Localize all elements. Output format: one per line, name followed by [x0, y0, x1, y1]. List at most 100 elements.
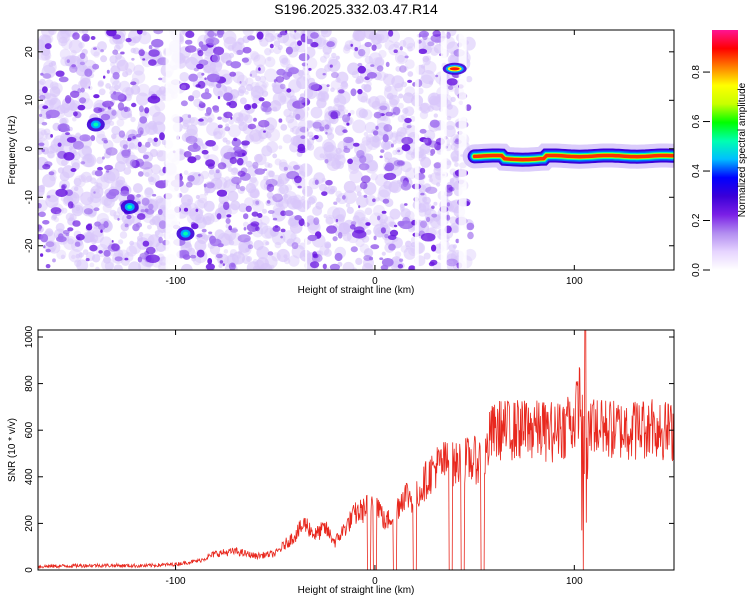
noise-speckle [148, 59, 157, 66]
noise-speckle [119, 30, 127, 38]
noise-speckle [342, 261, 355, 270]
noise-speckle [101, 137, 108, 142]
noise-speckle [145, 246, 156, 255]
noise-speckle [405, 240, 412, 248]
noise-speckle [447, 85, 454, 90]
noise-speckle [356, 191, 362, 197]
noise-speckle [98, 88, 106, 96]
noise-speckle [394, 51, 409, 65]
noise-speckle [158, 86, 167, 94]
noise-speckle [389, 229, 399, 237]
noise-speckle [124, 223, 129, 228]
noise-speckle [260, 225, 274, 239]
noise-speckle [358, 108, 369, 119]
noise-speckle [372, 198, 376, 203]
noise-speckle [223, 111, 233, 119]
data-gap [305, 30, 308, 270]
noise-speckle [347, 158, 353, 165]
noise-speckle [270, 264, 275, 270]
noise-speckle [40, 129, 47, 136]
noise-speckle [289, 128, 295, 133]
colorbar-label: Normalized spectral amplitude [737, 82, 748, 217]
noise-speckle [81, 30, 89, 35]
noise-speckle [92, 63, 100, 70]
noise-speckle [231, 176, 242, 185]
noise-speckle [158, 236, 163, 244]
noise-speckle [60, 196, 67, 202]
noise-speckle [228, 262, 236, 270]
noise-speckle [228, 225, 233, 231]
noise-speckle [394, 82, 403, 92]
noise-speckle [97, 80, 104, 87]
noise-speckle [228, 119, 234, 125]
noise-speckle [258, 128, 269, 140]
y-tick-label: 20 [24, 46, 35, 58]
noise-speckle [420, 232, 436, 242]
noise-speckle [384, 162, 395, 172]
noise-speckle [198, 118, 204, 122]
noise-speckle [124, 257, 129, 261]
noise-speckle [216, 213, 222, 220]
noise-speckle [103, 249, 111, 257]
noise-speckle [428, 80, 434, 85]
noise-speckle [222, 30, 237, 45]
noise-speckle [69, 64, 78, 73]
noise-speckle [280, 235, 283, 239]
noise-speckle [315, 68, 328, 80]
noise-speckle [366, 136, 380, 151]
noise-speckle [120, 51, 125, 55]
noise-speckle [382, 115, 389, 122]
noise-speckle [86, 157, 93, 164]
noise-speckle [118, 213, 125, 221]
noise-speckle [293, 164, 300, 170]
noise-speckle [213, 46, 225, 56]
noise-speckle [444, 125, 456, 138]
noise-speckle [381, 258, 394, 267]
noise-speckle [297, 143, 305, 152]
noise-speckle [42, 220, 50, 225]
noise-speckle [236, 254, 241, 259]
noise-speckle [38, 89, 44, 96]
noise-speckle [225, 140, 231, 145]
noise-speckle [121, 149, 131, 158]
noise-speckle [345, 203, 351, 208]
noise-speckle [187, 247, 196, 256]
noise-speckle [281, 58, 289, 65]
noise-speckle [429, 172, 443, 185]
noise-speckle [65, 132, 70, 136]
noise-speckle [446, 78, 458, 86]
noise-speckle [77, 236, 81, 240]
noise-speckle [38, 211, 46, 218]
noise-speckle [319, 183, 327, 192]
noise-speckle [72, 220, 81, 227]
noise-speckle [373, 235, 377, 241]
noise-speckle [342, 195, 346, 200]
noise-speckle [264, 48, 272, 56]
noise-speckle [285, 46, 293, 55]
noise-speckle [67, 227, 74, 232]
snr-panel: -100 0 100 0 200 400 600 800 1000 Height of str… [7, 325, 675, 596]
noise-speckle [78, 42, 85, 49]
noise-speckle [392, 140, 397, 145]
noise-speckle [278, 184, 289, 195]
noise-speckle [455, 138, 460, 142]
noise-speckle [230, 228, 239, 233]
noise-speckle [138, 171, 144, 177]
noise-speckle [132, 183, 143, 194]
noise-speckle [226, 253, 239, 267]
noise-speckle [281, 194, 292, 205]
noise-speckle [82, 249, 89, 255]
noise-speckle [272, 217, 278, 221]
noise-speckle [330, 111, 338, 120]
noise-speckle [385, 111, 394, 117]
noise-speckle [263, 130, 266, 133]
noise-speckle [445, 31, 451, 39]
noise-speckle [145, 254, 160, 263]
noise-speckle [431, 244, 437, 252]
noise-speckle [264, 56, 276, 68]
noise-speckle [375, 30, 390, 44]
noise-speckle [396, 126, 407, 137]
noise-speckle [87, 223, 93, 226]
noise-speckle [128, 261, 141, 270]
noise-speckle [228, 100, 238, 109]
